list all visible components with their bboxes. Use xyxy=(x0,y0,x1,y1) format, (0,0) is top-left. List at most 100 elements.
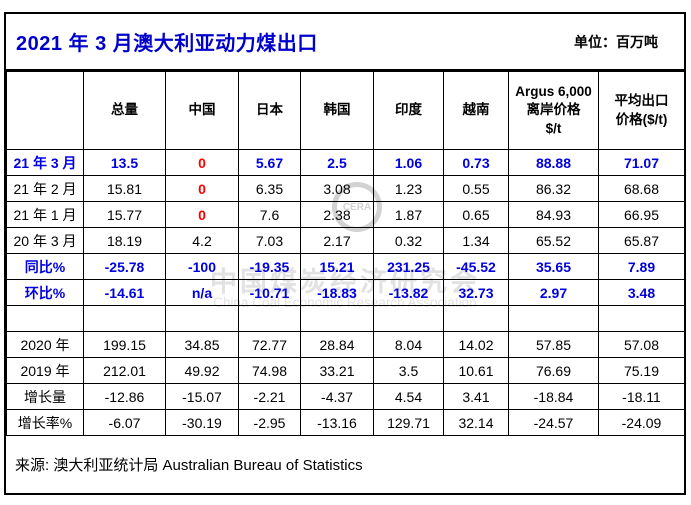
table-cell: 0.73 xyxy=(443,149,509,176)
table-cell: 3.08 xyxy=(300,175,374,202)
table-row: 同比% -25.78 -100 -19.35 15.21 231.25 -45.52 35.6… xyxy=(6,253,685,280)
table-cell: 2.38 xyxy=(300,201,374,228)
table-cell: 2.5 xyxy=(300,149,374,176)
row-label: 环比% xyxy=(6,279,84,306)
table-cell: 65.52 xyxy=(508,227,599,254)
table-cell: 7.6 xyxy=(238,201,301,228)
table-cell xyxy=(83,305,166,332)
table-cell: -13.82 xyxy=(373,279,444,306)
table-row: 增长量 -12.86 -15.07 -2.21 -4.37 4.54 3.41 -18.84-… xyxy=(6,383,685,410)
title-row: 2021 年 3 月澳大利亚动力煤出口 单位：百万吨 xyxy=(6,14,684,71)
table-cell: 35.65 xyxy=(508,253,599,280)
table-cell: 74.98 xyxy=(238,357,301,384)
table-cell xyxy=(598,305,685,332)
table-cell: 15.21 xyxy=(300,253,374,280)
table-cell: 0.65 xyxy=(443,201,509,228)
table-cell: -18.84 xyxy=(508,383,599,410)
table-cell: 1.34 xyxy=(443,227,509,254)
table-cell: -15.07 xyxy=(165,383,239,410)
table-cell: 3.48 xyxy=(598,279,685,306)
table-cell: -25.78 xyxy=(83,253,166,280)
table-cell: 0 xyxy=(165,149,239,176)
table-row: 环比% -14.61 n/a -10.71 -18.83 -13.82 32.73 2.97 3… xyxy=(6,279,685,306)
table-cell: 4.54 xyxy=(373,383,444,410)
table-cell: 129.71 xyxy=(373,409,444,436)
row-label: 增长率% xyxy=(6,409,84,436)
table-cell: 34.85 xyxy=(165,331,239,358)
table-cell: 10.61 xyxy=(443,357,509,384)
page-title: 2021 年 3 月澳大利亚动力煤出口 xyxy=(16,33,318,55)
table-row: 20 年 3 月 18.19 4.2 7.03 2.17 0.32 1.34 65.52 65.… xyxy=(6,227,685,254)
table-header-row: 总量 中国 日本 韩国 印度 越南 Argus 6,000 离岸价格 $/t 平均出口 价格(… xyxy=(6,71,685,150)
table-cell: 13.5 xyxy=(83,149,166,176)
table-cell: 57.08 xyxy=(598,331,685,358)
row-label xyxy=(6,305,84,332)
column-header-0: 总量 xyxy=(83,71,166,150)
table-cell: 231.25 xyxy=(373,253,444,280)
table-cell xyxy=(165,305,239,332)
table-cell: 1.06 xyxy=(373,149,444,176)
table-cell: 88.88 xyxy=(508,149,599,176)
table-cell: 75.19 xyxy=(598,357,685,384)
table-cell: 18.19 xyxy=(83,227,166,254)
row-label: 增长量 xyxy=(6,383,84,410)
table-row: 2020 年 199.15 34.85 72.77 28.84 8.04 14.02 57.8… xyxy=(6,331,685,358)
table-row: 2019 年 212.01 49.92 74.98 33.21 3.5 10.61 76.69… xyxy=(6,357,685,384)
table-cell: 212.01 xyxy=(83,357,166,384)
table-cell: 7.89 xyxy=(598,253,685,280)
table-cell: 0 xyxy=(165,175,239,202)
row-label: 21 年 1 月 xyxy=(6,201,84,228)
table-cell: 0.55 xyxy=(443,175,509,202)
table-row: 21 年 1 月 15.77 0 7.6 2.38 1.87 0.65 84.93 66.95 xyxy=(6,201,685,228)
row-label: 2020 年 xyxy=(6,331,84,358)
table-cell: 6.35 xyxy=(238,175,301,202)
table-cell: -14.61 xyxy=(83,279,166,306)
table-cell: -45.52 xyxy=(443,253,509,280)
table-cell: -2.21 xyxy=(238,383,301,410)
table-cell: 3.41 xyxy=(443,383,509,410)
row-label: 21 年 3 月 xyxy=(6,149,84,176)
row-label: 2019 年 xyxy=(6,357,84,384)
table-cell: -24.57 xyxy=(508,409,599,436)
table-cell: -2.95 xyxy=(238,409,301,436)
table-cell: -12.86 xyxy=(83,383,166,410)
table-cell: -13.16 xyxy=(300,409,374,436)
table-cell: 1.23 xyxy=(373,175,444,202)
table-cell: 5.67 xyxy=(238,149,301,176)
export-table: 总量 中国 日本 韩国 印度 越南 Argus 6,000 离岸价格 $/t 平均出口 价格(… xyxy=(6,71,685,436)
table-cell xyxy=(300,305,374,332)
table-row: 增长率% -6.07 -30.19 -2.95 -13.16 129.71 32.14 -24… xyxy=(6,409,685,436)
table-cell xyxy=(238,305,301,332)
table-cell: 0 xyxy=(165,201,239,228)
table-cell: 71.07 xyxy=(598,149,685,176)
table-cell: -10.71 xyxy=(238,279,301,306)
table-row: 21 年 2 月 15.81 0 6.35 3.08 1.23 0.55 86.32 68.68 xyxy=(6,175,685,202)
table-cell: 66.95 xyxy=(598,201,685,228)
table-cell: 32.73 xyxy=(443,279,509,306)
table-row: 21 年 3 月 13.5 0 5.67 2.5 1.06 0.73 88.88 71.07 xyxy=(6,149,685,176)
table-cell xyxy=(443,305,509,332)
table-cell: 199.15 xyxy=(83,331,166,358)
table-cell: 0.32 xyxy=(373,227,444,254)
row-label: 同比% xyxy=(6,253,84,280)
unit-label: 单位：百万吨 xyxy=(574,33,658,50)
column-header-3: 韩国 xyxy=(300,71,374,150)
column-header-2: 日本 xyxy=(238,71,301,150)
table-cell: 2.97 xyxy=(508,279,599,306)
table-cell: 4.2 xyxy=(165,227,239,254)
table-cell: 7.03 xyxy=(238,227,301,254)
corner-cell xyxy=(6,71,84,150)
table-cell: 15.81 xyxy=(83,175,166,202)
table-row xyxy=(6,305,685,332)
table-cell: -18.11 xyxy=(598,383,685,410)
source-text: 来源: 澳大利亚统计局 Australian Bureau of Statist… xyxy=(15,457,363,474)
table-cell xyxy=(373,305,444,332)
column-header-5: 越南 xyxy=(443,71,509,150)
table-cell: 14.02 xyxy=(443,331,509,358)
footer-row: 来源: 澳大利亚统计局 Australian Bureau of Statist… xyxy=(6,436,684,493)
table-cell: -18.83 xyxy=(300,279,374,306)
row-label: 21 年 2 月 xyxy=(6,175,84,202)
table-cell: 2.17 xyxy=(300,227,374,254)
report-sheet: CERA 中国煤炭经济研究会 China Coal Economic Resea… xyxy=(4,12,686,495)
